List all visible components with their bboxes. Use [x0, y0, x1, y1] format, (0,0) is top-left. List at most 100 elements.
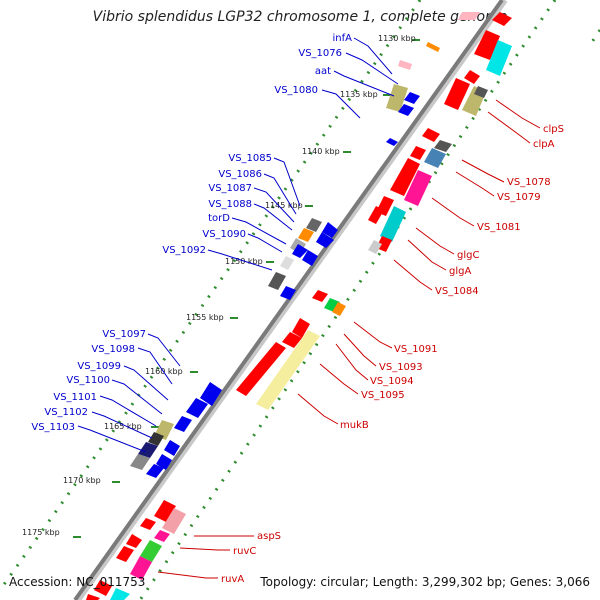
left-labels: infA VS_1076 aat VS_1080 VS_1085 VS_1086… — [31, 33, 352, 433]
gene-label: clpS — [543, 124, 564, 135]
gene-label: VS_1084 — [435, 286, 479, 297]
gene-arrow — [390, 158, 420, 196]
topology-summary: Topology: circular; Length: 3,299,302 bp… — [260, 575, 590, 589]
gene-arrow — [386, 138, 398, 146]
gene-label: VS_1095 — [361, 390, 405, 401]
gene-arrow — [94, 580, 112, 596]
gene-arrow — [164, 440, 180, 456]
gene-arrow — [322, 222, 338, 238]
gene-label: mukB — [340, 420, 369, 431]
gene-label: VS_1092 — [162, 245, 206, 256]
gene-arrow — [116, 546, 134, 562]
gene-arrow — [280, 286, 296, 300]
gene-block — [138, 442, 158, 458]
inner-dotted-scale — [0, 0, 422, 591]
scale-label: 1145 kbp — [265, 201, 303, 210]
gene-arrow — [282, 332, 302, 348]
gene-block — [130, 454, 150, 470]
gene-label: clpA — [533, 139, 555, 150]
gene-label: VS_1080 — [274, 85, 318, 96]
gene-arrow — [154, 500, 176, 522]
gene-label: VS_1093 — [379, 362, 423, 373]
scale-label: 1140 kbp — [302, 147, 340, 156]
gene-block — [368, 240, 382, 254]
gene-label: VS_1101 — [53, 392, 97, 403]
gene-label: VS_1091 — [394, 344, 438, 355]
backbone — [73, 0, 504, 600]
gene-block — [458, 12, 480, 20]
minus-strand-genes — [130, 42, 440, 478]
map-title: Vibrio splendidus LGP32 chromosome 1, co… — [92, 9, 508, 25]
gene-arrow — [140, 518, 156, 530]
gene-block — [162, 508, 186, 534]
gene-label: VS_1102 — [44, 407, 88, 418]
gene-block — [486, 40, 512, 76]
gene-block — [474, 86, 488, 98]
gene-label: aspS — [257, 531, 281, 542]
left-leaders — [77, 37, 399, 453]
gene-arrow — [376, 236, 392, 252]
gene-block — [110, 588, 130, 600]
gene-block — [404, 170, 432, 206]
far-dotted-scale — [588, 29, 600, 46]
gene-label: VS_1100 — [66, 375, 110, 386]
gene-arrow — [302, 250, 318, 266]
gene-label: glgC — [457, 250, 479, 261]
gene-arrow — [186, 398, 208, 418]
gene-arrow — [292, 244, 308, 258]
gene-arrow — [464, 70, 480, 84]
right-leaders — [157, 99, 541, 579]
gene-label: VS_1090 — [202, 229, 246, 240]
gene-arrow — [200, 382, 222, 406]
gene-label: VS_1087 — [208, 183, 252, 194]
gene-label: VS_1078 — [507, 177, 551, 188]
gene-label: ruvA — [221, 574, 244, 585]
gene-label: VS_1088 — [208, 199, 252, 210]
gene-arrow — [444, 78, 470, 110]
gene-arrow — [410, 146, 426, 160]
gene-block — [154, 530, 170, 542]
right-labels: clpS clpA VS_1078 VS_1079 VS_1081 glgC g… — [221, 124, 564, 585]
gene-block — [424, 148, 446, 168]
gene-label: VS_1098 — [91, 344, 135, 355]
gene-arrow — [126, 534, 142, 548]
scale-label: 1155 kbp — [186, 313, 224, 322]
gene-label: aat — [315, 66, 331, 77]
gene-block — [256, 330, 320, 410]
gene-label: VS_1099 — [77, 361, 121, 372]
gene-arrow — [368, 206, 384, 224]
scale-label: 1170 kbp — [63, 476, 101, 485]
gene-arrow — [404, 92, 420, 104]
scale-label: 1135 kbp — [340, 90, 378, 99]
gene-block — [380, 206, 406, 242]
gene-block — [398, 60, 412, 70]
gene-arrow — [146, 464, 164, 478]
gene-label: ruvC — [233, 546, 256, 557]
gene-block — [86, 594, 100, 600]
gene-block — [130, 556, 152, 580]
outer-dotted-scale — [138, 0, 557, 600]
gene-label: VS_1094 — [370, 376, 414, 387]
gene-block — [426, 42, 440, 52]
backbone-shadow — [75, 0, 508, 600]
gene-arrow — [398, 104, 414, 116]
gene-block — [332, 302, 346, 316]
gene-label: infA — [333, 33, 353, 44]
gene-label: glgA — [449, 266, 471, 277]
gene-arrow — [156, 454, 172, 470]
gene-label: VS_1081 — [477, 222, 521, 233]
gene-arrow — [316, 232, 334, 248]
scale-label: 1175 kbp — [22, 528, 60, 537]
gene-block — [434, 140, 452, 152]
gene-block — [386, 84, 408, 112]
accession-label: Accession: NC_011753 — [9, 575, 146, 589]
gene-arrow — [492, 12, 512, 26]
gene-block — [148, 432, 164, 446]
gene-block — [140, 540, 162, 562]
gene-label: VS_1079 — [497, 192, 541, 203]
gene-arrow — [312, 290, 328, 302]
scale-label: 1165 kbp — [104, 422, 142, 431]
gene-arrow — [422, 128, 440, 142]
gene-label: torD — [208, 213, 230, 224]
